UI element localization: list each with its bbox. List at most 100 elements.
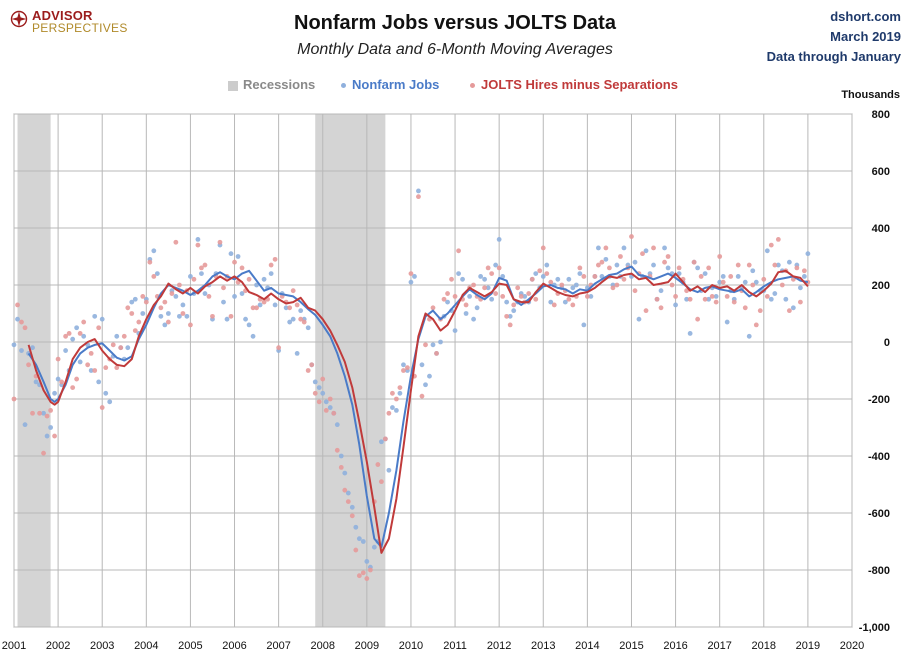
data-point (496, 265, 502, 271)
data-point (537, 268, 543, 274)
data-point (607, 265, 612, 271)
data-point (129, 311, 135, 316)
y-tick-label: -400 (868, 451, 890, 463)
legend-label-nonfarm-jobs: Nonfarm Jobs (352, 77, 440, 92)
data-point (603, 256, 609, 262)
data-point (316, 385, 322, 390)
data-point (88, 351, 94, 356)
data-point (272, 302, 278, 308)
data-point (33, 379, 39, 385)
data-point (294, 351, 300, 356)
data-point (768, 242, 774, 248)
data-point (272, 256, 278, 262)
data-point (673, 294, 678, 299)
data-point (360, 570, 366, 576)
data-point (779, 282, 785, 288)
data-point (764, 294, 770, 299)
data-point (577, 271, 583, 276)
data-point (507, 322, 513, 328)
data-point (140, 311, 146, 316)
recession-swatch-icon (228, 80, 238, 91)
data-point (77, 359, 83, 365)
data-point (489, 296, 495, 302)
data-point (44, 413, 50, 419)
data-point (614, 282, 620, 288)
data-point (70, 385, 76, 390)
data-point (753, 279, 759, 285)
data-point (162, 299, 168, 305)
data-point (11, 396, 17, 402)
x-tick-label: 2006 (222, 640, 246, 652)
data-point (584, 294, 590, 299)
data-point (504, 313, 510, 319)
data-point (199, 271, 204, 276)
data-point (268, 271, 274, 276)
y-tick-label: 400 (872, 223, 890, 235)
data-point (327, 405, 333, 410)
source-date: March 2019 (830, 29, 901, 44)
x-tick-label: 2009 (355, 640, 379, 652)
data-point (151, 274, 157, 279)
chart-legend: Recessions Nonfarm Jobs JOLTS Hires minu… (0, 76, 910, 96)
data-point (371, 544, 377, 550)
data-point (41, 410, 46, 416)
data-point (345, 490, 351, 496)
x-tick-label: 2019 (796, 640, 820, 652)
data-point (640, 251, 645, 257)
data-point (63, 333, 69, 339)
data-point (290, 316, 296, 322)
x-tick-label: 2011 (443, 640, 467, 652)
data-point (52, 390, 57, 396)
data-point (169, 291, 175, 296)
data-point (445, 299, 450, 305)
data-point (783, 296, 789, 302)
data-point (323, 399, 329, 405)
data-point (456, 271, 461, 276)
x-tick-label: 2017 (707, 640, 731, 652)
data-point (55, 376, 61, 382)
data-point (11, 342, 17, 348)
data-point (405, 365, 410, 371)
data-point (540, 245, 546, 251)
x-tick-label: 2013 (531, 640, 555, 652)
data-point (658, 288, 664, 294)
data-point (724, 319, 730, 325)
data-point (750, 282, 756, 288)
data-point (41, 450, 46, 456)
data-point (110, 342, 116, 348)
data-point (676, 265, 682, 271)
data-point (15, 316, 20, 322)
data-point (334, 422, 340, 428)
data-point (364, 576, 370, 581)
data-point (401, 368, 406, 373)
data-point (673, 302, 678, 308)
data-point (48, 425, 54, 430)
data-point (408, 279, 414, 285)
data-point (507, 313, 513, 319)
data-point (695, 265, 701, 271)
data-point (544, 262, 550, 268)
data-point (22, 325, 28, 331)
data-point (706, 296, 712, 302)
data-point (684, 288, 690, 294)
data-point (261, 299, 267, 305)
data-point (518, 294, 524, 299)
data-point (342, 487, 348, 493)
data-point (654, 296, 660, 302)
data-point (30, 410, 35, 416)
data-point (232, 259, 237, 265)
data-point (132, 328, 138, 333)
data-point (356, 573, 362, 579)
data-point (232, 294, 237, 299)
data-point (775, 262, 781, 268)
data-point (728, 274, 734, 279)
data-point (566, 276, 572, 282)
data-point (390, 390, 395, 396)
data-point (401, 362, 406, 368)
data-point (665, 265, 671, 271)
x-tick-label: 2015 (619, 640, 643, 652)
x-tick-label: 2001 (2, 640, 26, 652)
data-point (202, 262, 208, 268)
data-point (246, 276, 252, 282)
data-point (504, 299, 510, 305)
